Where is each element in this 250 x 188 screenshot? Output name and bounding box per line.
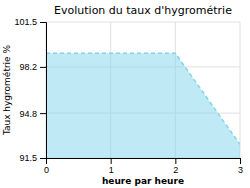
marks [46,53,240,158]
y-axis: 91.5 94.8 98.2 101.5 [14,17,46,163]
chart: 0 1 2 3 91.5 94.8 98.2 101.5 Evolution du taux d… [0,0,250,188]
tick-label: 3 [238,165,243,175]
axis-line [40,23,47,159]
tick-label: 94.8 [19,109,37,119]
tick: 1 [109,158,114,175]
x-axis-title: heure par heure [102,176,184,186]
tick-label: 101.5 [14,17,37,27]
tick-label: 0 [44,165,49,175]
tick: 98.2 [19,62,46,72]
tick-label: 91.5 [19,153,37,163]
tick: 91.5 [19,153,46,163]
line [46,53,240,144]
title: Evolution du taux d'hygrométrie [54,4,232,17]
x-axis: 0 1 2 3 [44,158,243,175]
axis-line [47,159,241,165]
tick-mark [240,158,241,164]
tick-mark [40,67,46,68]
tick: 0 [44,158,49,175]
tick-mark [111,158,112,164]
tick-label: 2 [173,165,178,175]
area [46,53,240,158]
tick-mark [40,113,46,114]
tick: 101.5 [14,17,46,27]
tick: 3 [238,158,243,175]
plot: 0 1 2 3 91.5 94.8 98.2 101.5 [14,17,243,175]
tick-mark [40,158,46,159]
tick-mark [40,22,46,23]
tick-label: 98.2 [19,62,37,72]
tick-label: 1 [109,165,114,175]
grid-line [240,22,241,158]
tick-mark [175,158,176,164]
tick: 94.8 [19,109,46,119]
grid [46,22,240,158]
grid-line [46,22,240,23]
y-axis-title: Taux hygrométrie % [2,44,12,136]
tick: 2 [173,158,178,175]
